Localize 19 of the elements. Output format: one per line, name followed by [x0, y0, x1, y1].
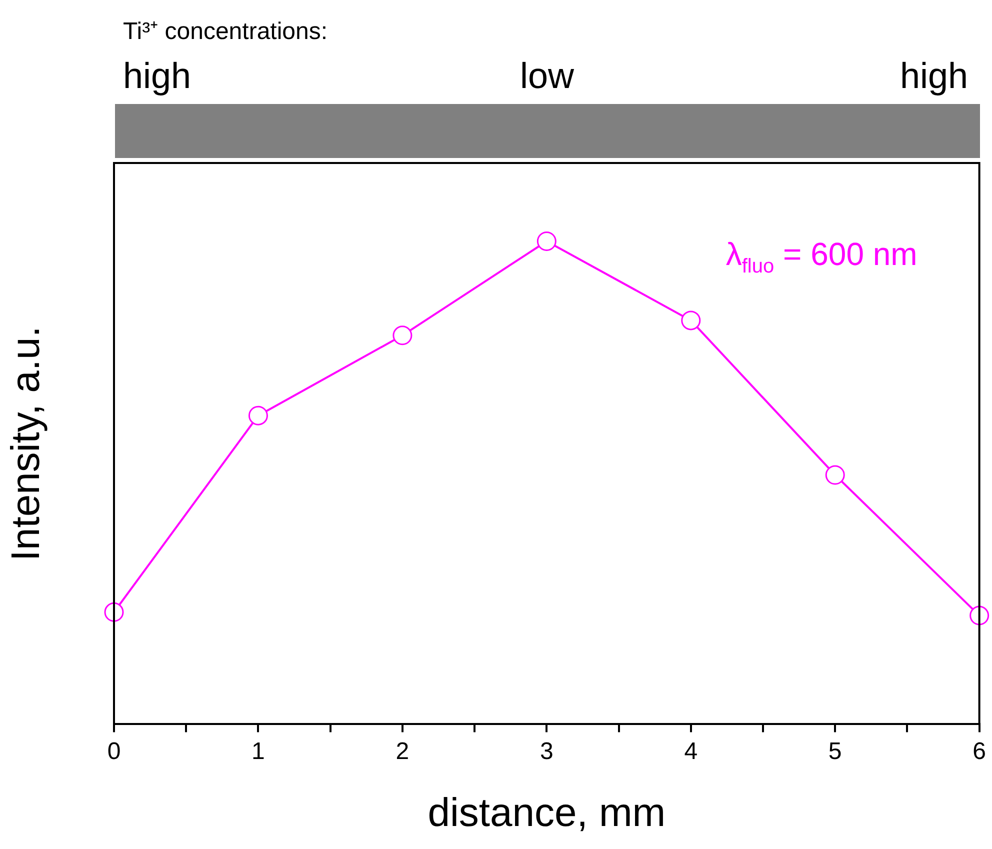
text: high	[900, 55, 968, 96]
x-tick-label: 0	[107, 738, 121, 766]
x-tick-label: 1	[252, 738, 265, 766]
x-tick-label: 4	[684, 738, 698, 766]
point	[248, 406, 268, 426]
point	[681, 310, 701, 330]
y-axis-title: Intensity, a.u.	[4, 326, 48, 562]
point	[536, 231, 556, 251]
x-tick-label: 6	[972, 738, 986, 766]
text: low	[520, 55, 574, 96]
x-axis-title: distance, mm	[428, 791, 666, 836]
x-tick-label: 3	[540, 738, 554, 766]
series-label: λ$_{fluo}$ = 600 nm	[726, 236, 918, 278]
text: high	[123, 55, 192, 96]
x-tick-label: 2	[396, 738, 410, 766]
point	[392, 326, 412, 346]
point	[825, 465, 845, 485]
x-tick-label: 5	[828, 738, 842, 766]
text: Ti³⁺ concentrations:	[123, 18, 328, 45]
